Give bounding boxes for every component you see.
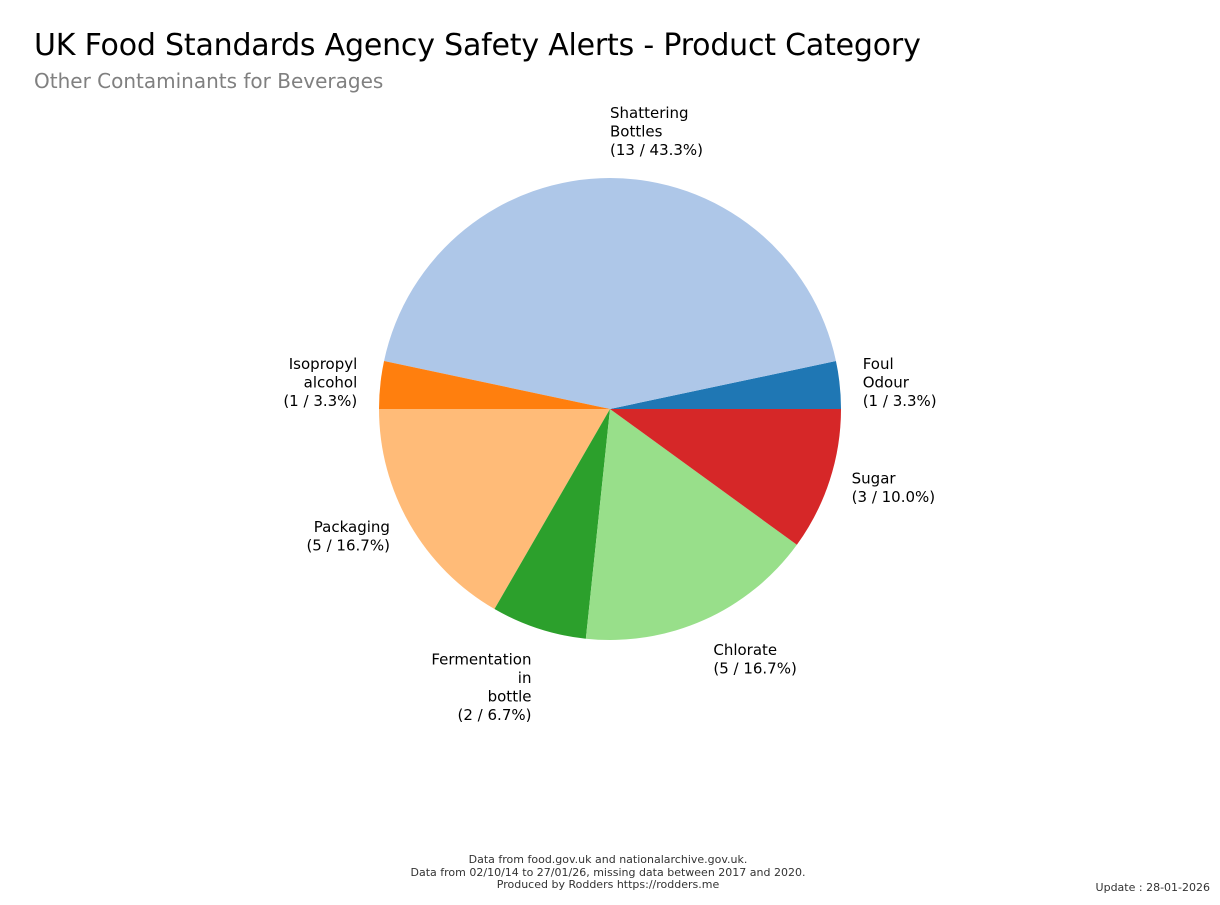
pie-slice-1 bbox=[384, 178, 836, 409]
slice-label-5: Chlorate (5 / 16.7%) bbox=[713, 641, 797, 678]
pie-slice-0 bbox=[610, 360, 841, 409]
footer-line-3: Produced by Rodders https://rodders.me bbox=[496, 878, 720, 891]
chart-title: UK Food Standards Agency Safety Alerts -… bbox=[34, 28, 921, 63]
slice-label-2: Isopropyl alcohol (1 / 3.3%) bbox=[283, 355, 357, 410]
pie-slice-5 bbox=[585, 409, 797, 640]
chart-subtitle: Other Contaminants for Beverages bbox=[34, 69, 384, 93]
pie-labels: Foul Odour (1 / 3.3%) Shattering Bottles (13 … bbox=[283, 104, 936, 724]
update-date: Update : 28-01-2026 bbox=[1095, 881, 1210, 894]
pie-slice-2 bbox=[379, 360, 610, 409]
pie-slice-4 bbox=[494, 409, 610, 639]
footer-line-1: Data from food.gov.uk and nationalarchiv… bbox=[468, 853, 748, 866]
slice-label-0: Foul Odour (1 / 3.3%) bbox=[863, 355, 937, 410]
slice-label-3: Packaging (5 / 16.7%) bbox=[306, 518, 390, 555]
footer: Data from food.gov.uk and nationalarchiv… bbox=[0, 853, 1216, 892]
slice-label-6: Sugar (3 / 10.0%) bbox=[852, 469, 936, 506]
slice-label-1: Shattering Bottles (13 / 43.3%) bbox=[610, 104, 703, 159]
pie-slices bbox=[379, 178, 841, 640]
footer-line-2: Data from 02/10/14 to 27/01/26, missing … bbox=[410, 865, 806, 879]
pie-slice-6 bbox=[610, 409, 841, 545]
slice-label-4: Fermentation in bottle (2 / 6.7%) bbox=[431, 651, 531, 725]
pie-slice-3 bbox=[379, 409, 610, 610]
